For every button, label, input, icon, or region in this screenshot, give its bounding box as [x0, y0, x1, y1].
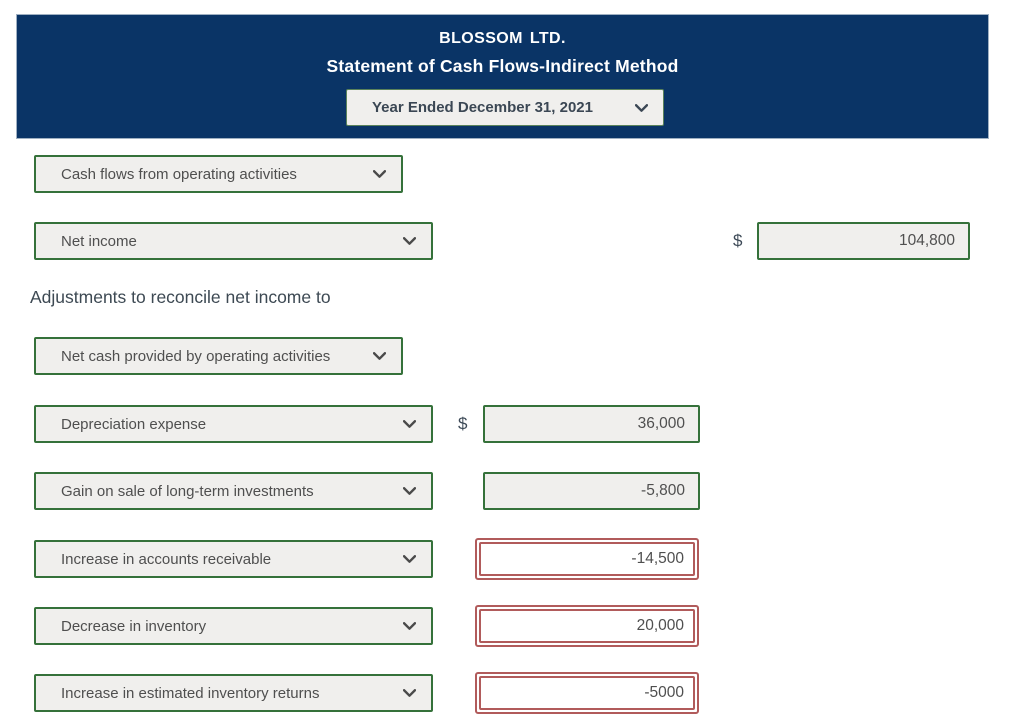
net-cash-provided-select-value: Net cash provided by operating activitie… [61, 347, 331, 365]
company-suffix: LTD. [529, 30, 566, 47]
currency-symbol: $ [733, 231, 743, 250]
chevron-down-icon [403, 487, 416, 495]
gain-on-sale-select-value: Gain on sale of long-term investments [61, 482, 314, 500]
chevron-down-icon [373, 170, 386, 178]
chevron-down-icon [373, 352, 386, 360]
accounts-receivable-amount-input[interactable] [479, 542, 695, 576]
gain-on-sale-select[interactable]: Gain on sale of long-term investments [34, 472, 433, 510]
chevron-down-icon [403, 237, 416, 245]
gain-on-sale-amount-input[interactable] [483, 472, 700, 510]
accounts-receivable-select[interactable]: Increase in accounts receivable [34, 540, 433, 578]
operating-activities-select-value: Cash flows from operating activities [61, 165, 297, 183]
incorrect-answer-frame [475, 605, 699, 647]
net-income-select[interactable]: Net income [34, 222, 433, 260]
inventory-select[interactable]: Decrease in inventory [34, 607, 433, 645]
currency-symbol: $ [458, 414, 468, 433]
statement-title: Statement of Cash Flows-Indirect Method [326, 56, 679, 76]
adjustments-note: Adjustments to reconcile net income to [30, 287, 331, 307]
company-name: BLOSSOM [439, 30, 523, 47]
inventory-returns-select-value: Increase in estimated inventory returns [61, 684, 320, 702]
period-select-value: Year Ended December 31, 2021 [372, 99, 593, 116]
depreciation-select-value: Depreciation expense [61, 415, 207, 433]
inventory-returns-amount-input[interactable] [479, 676, 695, 710]
incorrect-answer-frame [475, 538, 699, 580]
net-income-select-value: Net income [61, 232, 137, 250]
inventory-returns-select[interactable]: Increase in estimated inventory returns [34, 674, 433, 712]
chevron-down-icon [403, 555, 416, 563]
chevron-down-icon [635, 103, 648, 112]
incorrect-answer-frame [475, 672, 699, 714]
period-select[interactable]: Year Ended December 31, 2021 [346, 89, 664, 126]
inventory-select-value: Decrease in inventory [61, 617, 207, 635]
company-title: BLOSSOM LTD. [17, 30, 988, 48]
net-income-amount-input[interactable] [757, 222, 970, 260]
inventory-amount-input[interactable] [479, 609, 695, 643]
depreciation-select[interactable]: Depreciation expense [34, 405, 433, 443]
net-cash-provided-select[interactable]: Net cash provided by operating activitie… [34, 337, 403, 375]
operating-activities-select[interactable]: Cash flows from operating activities [34, 155, 403, 193]
depreciation-amount-input[interactable] [483, 405, 700, 443]
statement-header: BLOSSOM LTD. Statement of Cash Flows-Indi… [16, 14, 989, 139]
chevron-down-icon [403, 622, 416, 630]
accounts-receivable-select-value: Increase in accounts receivable [61, 550, 272, 568]
chevron-down-icon [403, 420, 416, 428]
chevron-down-icon [403, 689, 416, 697]
